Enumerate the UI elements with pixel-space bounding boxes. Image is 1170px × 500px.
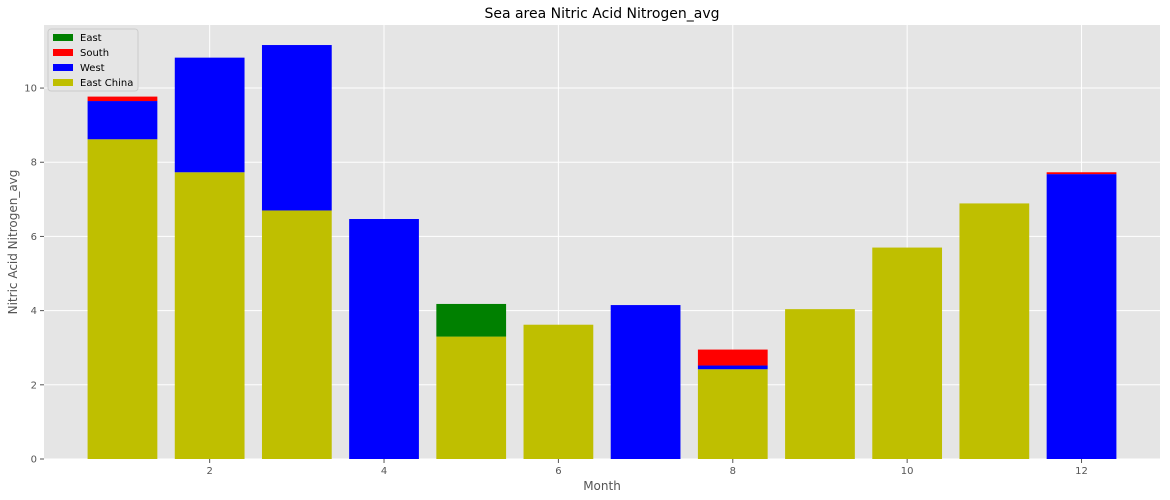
bar-west-month-3 [261,45,332,211]
bar-east-china-month-10 [872,247,943,459]
y-tick-label: 4 [31,306,37,317]
bars [87,45,1117,459]
y-tick-label: 8 [31,158,37,169]
bar-east-china-month-5 [436,336,507,459]
y-tick-label: 0 [31,455,37,466]
bar-east-china-month-6 [523,324,594,459]
bar-west-month-8 [697,365,768,370]
bar-east-china-month-8 [697,369,768,459]
bar-east-china-month-2 [174,172,245,459]
y-axis-label: Nitric Acid Nitrogen_avg [6,170,20,315]
x-tick-label: 2 [206,466,212,477]
bar-west-month-2 [174,57,245,173]
bar-west-month-4 [349,219,419,459]
x-axis-label: Month [583,479,621,493]
x-axis-ticks: 2 4 6 8 10 12 [206,459,1088,477]
legend: East South West East China [47,28,139,92]
x-tick-label: 4 [381,466,387,477]
y-tick-label: 2 [31,380,37,391]
bar-east-china-month-9 [785,309,855,459]
bar-east-china-month-1 [87,139,158,459]
legend-label-east-china: East China [80,78,133,89]
bar-east-month-5 [436,303,507,337]
bar-south-month-12 [1046,172,1117,175]
bar-south-month-8 [697,349,768,366]
x-tick-label: 8 [730,466,736,477]
legend-swatch-south [53,49,73,56]
bar-east-china-month-3 [261,210,332,459]
legend-label-east: East [80,33,102,44]
x-tick-label: 10 [901,466,914,477]
chart-title: Sea area Nitric Acid Nitrogen_avg [484,6,719,22]
legend-label-west: West [80,63,105,74]
legend-swatch-east-china [53,79,73,86]
y-tick-label: 10 [24,84,37,95]
legend-box [47,28,139,92]
legend-label-south: South [80,48,109,59]
x-tick-label: 12 [1075,466,1088,477]
legend-swatch-west [53,64,73,71]
legend-swatch-east [53,34,73,41]
y-axis-ticks: 0 2 4 6 8 10 [24,84,44,466]
bar-west-month-7 [610,305,681,459]
bar-west-month-1 [87,101,158,140]
bar-east-china-month-11 [959,203,1030,459]
x-tick-label: 6 [555,466,561,477]
bar-west-month-12 [1046,174,1117,459]
bar-south-month-1 [87,96,158,102]
y-tick-label: 6 [31,232,37,243]
